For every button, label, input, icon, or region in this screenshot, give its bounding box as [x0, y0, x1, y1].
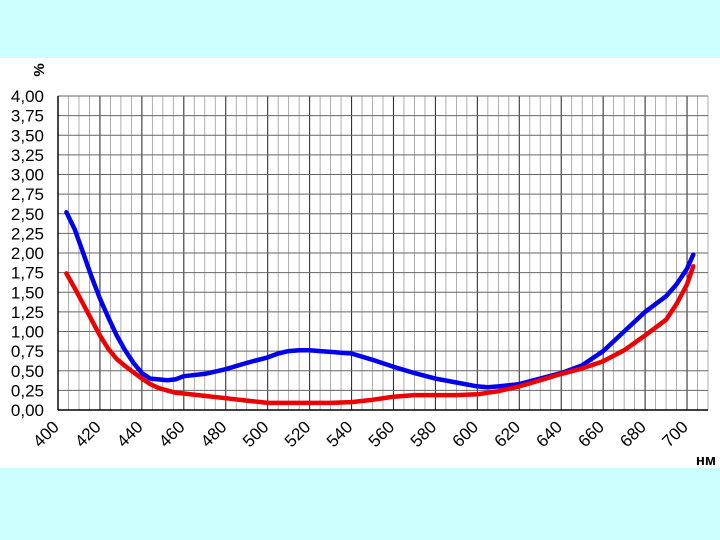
- y-tick-label: 1,75: [11, 264, 44, 283]
- y-tick-label: 3,00: [11, 166, 44, 185]
- x-tick-label: 580: [407, 417, 440, 450]
- x-tick-label: 540: [323, 417, 356, 450]
- x-tick-label: 660: [574, 417, 607, 450]
- y-tick-label: 0,75: [11, 342, 44, 361]
- x-tick-label: 560: [365, 417, 398, 450]
- y-tick-label: 3,75: [11, 107, 44, 126]
- y-tick-label: 0,00: [11, 401, 44, 420]
- x-tick-label: 600: [449, 417, 482, 450]
- y-tick-label: 1,25: [11, 303, 44, 322]
- spectral-line-chart: 0,000,250,500,751,001,251,501,752,002,25…: [11, 63, 716, 468]
- x-tick-label: 620: [491, 417, 524, 450]
- x-tick-label: 640: [533, 417, 566, 450]
- plot-panel: 0,00 0,25 0,50 0,75 1,00 1,25 1,50 1,75 2,00 2,25…: [0, 58, 720, 468]
- y-tick-label: 0,25: [11, 381, 44, 400]
- x-tick-label: 440: [113, 417, 146, 450]
- x-tick-label: 520: [281, 417, 314, 450]
- y-tick-label: 2,25: [11, 224, 44, 243]
- x-tick-label: 480: [197, 417, 230, 450]
- y-tick-label: 2,00: [11, 244, 44, 263]
- y-tick-label: 2,50: [11, 205, 44, 224]
- x-tick-label: 420: [71, 417, 104, 450]
- x-axis-unit-label: нм: [696, 452, 716, 468]
- series-line-2: [64, 264, 696, 406]
- y-tick-label: 3,25: [11, 146, 44, 165]
- label-layer: 0,000,250,500,751,001,251,501,752,002,25…: [11, 63, 716, 468]
- y-tick-label: 2,75: [11, 185, 44, 204]
- x-tick-label: 460: [155, 417, 188, 450]
- x-tick-label: 700: [658, 417, 691, 450]
- grid-layer: [57, 95, 709, 411]
- x-tick-label: 500: [239, 417, 272, 450]
- y-tick-label: 4,00: [11, 87, 44, 106]
- x-tick-label: 400: [29, 417, 62, 450]
- series-layer: [64, 209, 696, 406]
- y-tick-label: 1,50: [11, 283, 44, 302]
- y-tick-label: 1,00: [11, 323, 44, 342]
- x-tick-label: 680: [616, 417, 649, 450]
- y-tick-label: 0,50: [11, 362, 44, 381]
- y-axis-unit-label: %: [31, 63, 48, 76]
- y-tick-label: 3,50: [11, 126, 44, 145]
